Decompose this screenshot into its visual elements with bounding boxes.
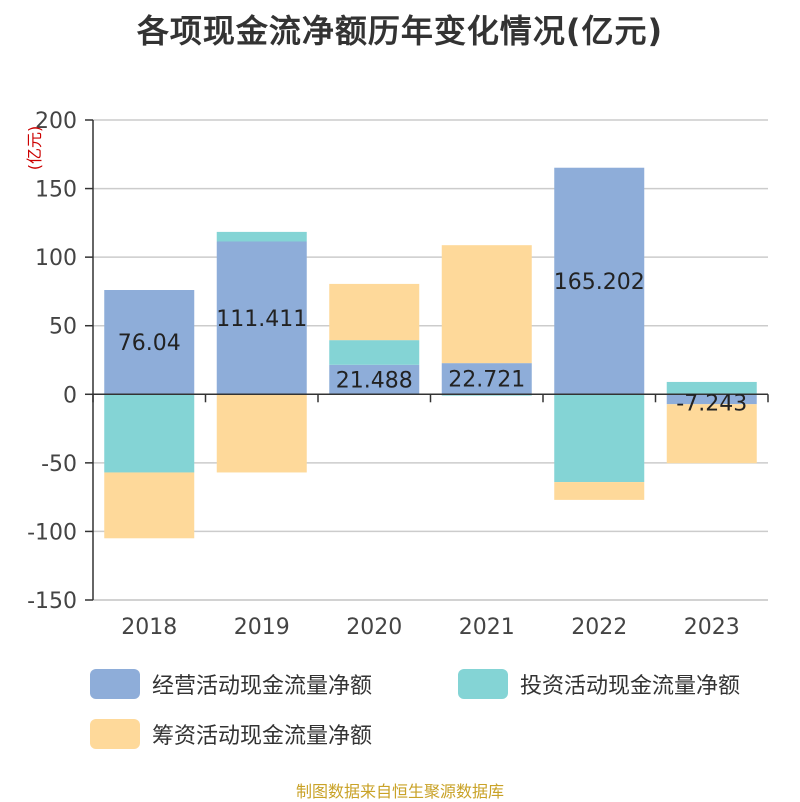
bar-financing-2021[interactable] xyxy=(441,245,532,364)
bar-operating-2023[interactable] xyxy=(666,394,757,405)
legend-item-financing[interactable]: 筹资活动现金流量净额 xyxy=(90,718,372,750)
bar-financing-2022[interactable] xyxy=(554,482,645,500)
legend-swatch-financing xyxy=(90,719,140,749)
y-tick-label: 0 xyxy=(63,383,77,408)
y-tick-label: 50 xyxy=(49,315,77,340)
y-tick-label: 100 xyxy=(35,246,77,271)
source-footer: 制图数据来自恒生聚源数据库 xyxy=(295,782,504,801)
legend-label-investing: 投资活动现金流量净额 xyxy=(520,674,741,699)
bar-investing-2018[interactable] xyxy=(104,394,195,473)
bar-financing-2020[interactable] xyxy=(329,283,420,341)
bar-financing-2023[interactable] xyxy=(666,404,757,464)
x-tick-label-2020: 2020 xyxy=(346,615,402,640)
legend-item-investing[interactable]: 投资活动现金流量净额 xyxy=(458,668,740,700)
y-tick-label: -100 xyxy=(27,520,77,545)
y-tick-label: -50 xyxy=(41,452,77,477)
axes: -150 -100 -50 0 50 100 150 200 2018 2019 2020 2021 2… xyxy=(27,109,769,640)
bar-operating-2022[interactable] xyxy=(554,167,645,395)
legend-swatch-investing xyxy=(458,669,508,699)
legend-label-operating: 经营活动现金流量净额 xyxy=(152,674,373,699)
data-labels: 76.04 111.411 21.488 22.721 165.202 -7.243 xyxy=(118,270,747,416)
x-tick-label-2022: 2022 xyxy=(571,615,627,640)
y-axis-unit-label: (亿元) xyxy=(25,126,44,171)
gridlines xyxy=(93,119,768,601)
y-tick-label: 150 xyxy=(35,178,77,203)
bar-investing-2019[interactable] xyxy=(216,231,307,242)
bar-investing-2020[interactable] xyxy=(329,340,420,365)
bar-financing-2019[interactable] xyxy=(216,394,307,473)
data-label-2018: 76.04 xyxy=(118,331,181,356)
data-label-2023: -7.243 xyxy=(676,391,747,416)
legend-item-operating[interactable]: 经营活动现金流量净额 xyxy=(90,668,372,700)
legend-label-financing: 筹资活动现金流量净额 xyxy=(152,724,373,749)
legend-swatch-operating xyxy=(90,669,140,699)
y-tick-label: 200 xyxy=(35,109,77,134)
bar-operating-2020[interactable] xyxy=(329,364,420,395)
bar-operating-2019[interactable] xyxy=(216,241,307,395)
bar-operating-2018[interactable] xyxy=(104,290,195,395)
chart-title: 各项现金流净额历年变化情况(亿元) xyxy=(136,12,664,50)
data-label-2019: 111.411 xyxy=(216,307,307,332)
data-label-2022: 165.202 xyxy=(554,270,645,295)
x-tick-label-2021: 2021 xyxy=(459,615,515,640)
x-tick-label-2023: 2023 xyxy=(684,615,740,640)
x-tick-label-2019: 2019 xyxy=(234,615,290,640)
bar-financing-2018[interactable] xyxy=(104,472,195,539)
y-tick-label: -150 xyxy=(27,589,77,614)
data-label-2021: 22.721 xyxy=(448,368,525,393)
bar-investing-2023[interactable] xyxy=(666,381,757,395)
data-label-2020: 21.488 xyxy=(336,369,413,394)
bar-investing-2022[interactable] xyxy=(554,394,645,483)
bar-operating-2021[interactable] xyxy=(441,363,532,395)
bars xyxy=(104,167,757,539)
x-tick-label-2018: 2018 xyxy=(121,615,177,640)
